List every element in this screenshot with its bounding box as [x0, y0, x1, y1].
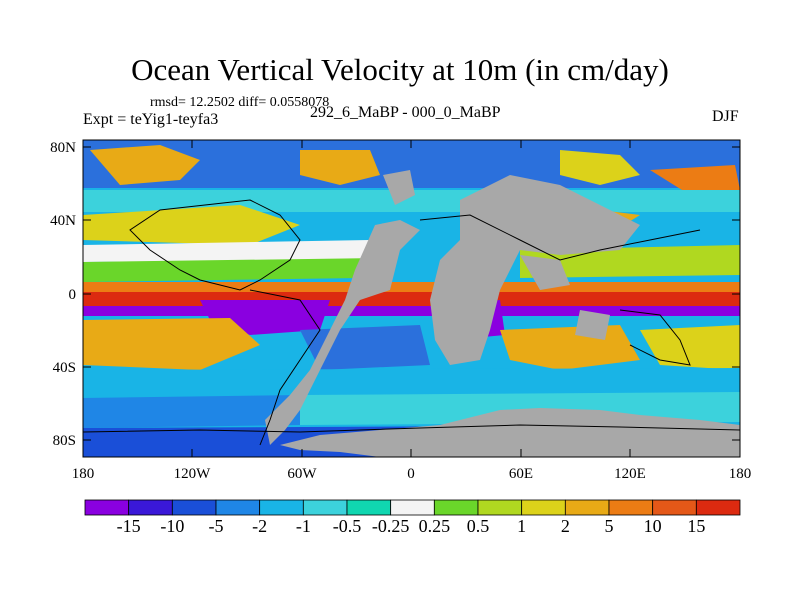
colorbar-swatch: [346, 499, 392, 516]
colorbar-label: 10: [643, 516, 662, 536]
colorbar-swatch: [652, 499, 697, 516]
colorbar-swatch: [302, 499, 348, 516]
y-label-80n: 80N: [50, 140, 76, 156]
y-label-40n: 40N: [50, 213, 76, 229]
colorbar-swatch: [215, 499, 261, 516]
y-label-80s: 80S: [52, 433, 76, 449]
colorbar-swatch: [695, 499, 741, 516]
y-label-0: 0: [68, 287, 77, 303]
x-label-180w: 180: [71, 466, 95, 482]
colorbar-label: -10: [160, 516, 185, 536]
colorbar-label: 1: [517, 516, 527, 536]
colorbar-label: -0.25: [371, 516, 410, 536]
y-label-40s: 40S: [52, 360, 76, 376]
colorbar-label: -2: [252, 516, 268, 536]
colorbar-label: 5: [604, 516, 614, 536]
colorbar-label: -1: [295, 516, 311, 536]
colorbar-swatch: [608, 499, 654, 516]
colorbar-swatch: [171, 499, 217, 516]
coastlines: [83, 199, 740, 446]
velocity-field: [83, 140, 740, 457]
colorbar-label: 0.5: [466, 516, 490, 536]
colorbar-label: 15: [687, 516, 706, 536]
map-title: Ocean Vertical Velocity at 10m (in cm/da…: [131, 52, 669, 87]
time-range-label: 292_6_MaBP - 000_0_MaBP: [310, 104, 501, 121]
colorbar-label: 0.25: [418, 516, 451, 536]
land-masses: [265, 170, 740, 457]
colorbar-swatch: [390, 499, 435, 516]
colorbar-label: -5: [208, 516, 224, 536]
colorbar-swatch: [564, 499, 610, 516]
colorbar-swatch: [433, 499, 479, 516]
colorbar-swatch: [259, 499, 304, 516]
x-label-60w: 60W: [287, 466, 317, 482]
colorbar-swatch: [84, 499, 130, 516]
colorbar-swatch: [477, 499, 523, 516]
season-label: DJF: [712, 108, 739, 125]
x-label-120w: 120W: [173, 466, 211, 482]
axis-ticks: [82, 140, 741, 457]
colorbar-swatch: [128, 499, 173, 516]
x-label-60e: 60E: [508, 466, 534, 482]
experiment-label: Expt = teYig1-teyfa3: [83, 111, 219, 128]
colorbar-label: -0.5: [332, 516, 362, 536]
x-label-120e: 120E: [614, 466, 646, 482]
colorbar: [84, 499, 741, 516]
stats-text: rmsd= 12.2502 diff= 0.0558078: [150, 95, 330, 110]
x-label-0: 0: [407, 466, 415, 482]
colorbar-label: 2: [560, 516, 570, 536]
x-label-180e: 180: [728, 466, 752, 482]
colorbar-swatch: [521, 499, 566, 516]
colorbar-label: -15: [116, 516, 141, 536]
